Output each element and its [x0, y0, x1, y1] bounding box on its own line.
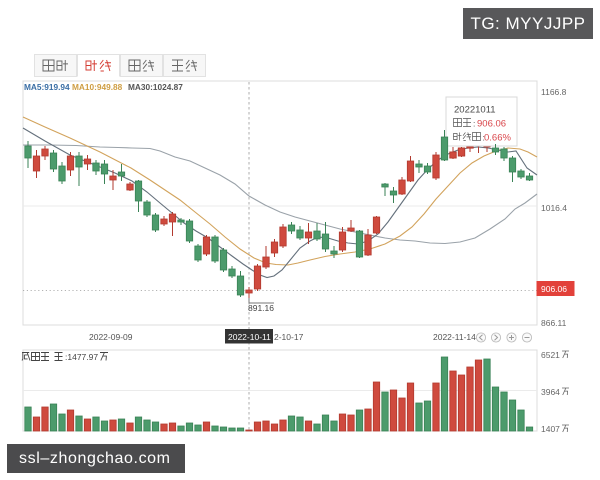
- svg-text:MA30:1024.87: MA30:1024.87: [128, 82, 183, 92]
- svg-text:866.11: 866.11: [541, 318, 567, 328]
- svg-text:MA5:919.94: MA5:919.94: [24, 82, 70, 92]
- svg-text:1166.8: 1166.8: [541, 87, 567, 97]
- svg-text:2-10-17: 2-10-17: [274, 332, 304, 342]
- svg-text:2022-10-11: 2022-10-11: [228, 332, 271, 342]
- svg-text:0.66%: 0.66%: [484, 133, 511, 144]
- svg-text:2022-11-14: 2022-11-14: [433, 332, 476, 342]
- svg-text:906.06: 906.06: [477, 119, 506, 130]
- svg-text::: :: [473, 119, 475, 129]
- svg-text:891.16: 891.16: [248, 303, 274, 313]
- svg-text::: :: [483, 133, 485, 143]
- svg-text:20221011: 20221011: [454, 105, 496, 116]
- svg-text:MA10:949.88: MA10:949.88: [72, 82, 123, 92]
- svg-text:906.06: 906.06: [541, 284, 567, 294]
- svg-text:2022-09-09: 2022-09-09: [89, 332, 133, 342]
- svg-text:1407: 1407: [541, 424, 560, 434]
- svg-text:3964: 3964: [541, 387, 560, 397]
- svg-text::1477.97: :1477.97: [65, 352, 98, 362]
- svg-text:1016.4: 1016.4: [541, 203, 567, 213]
- svg-text:6521: 6521: [541, 350, 560, 360]
